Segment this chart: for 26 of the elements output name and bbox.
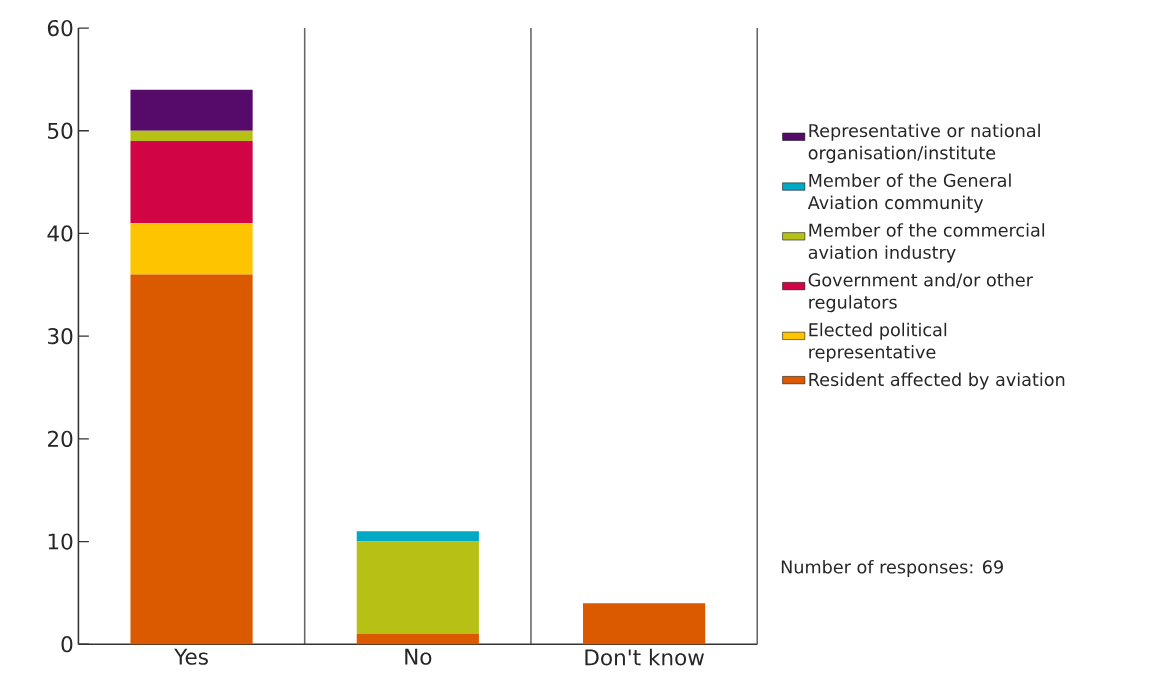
bar [356,531,479,542]
y-tick-label: 10 [48,533,73,550]
text: Number of responses: 69 [781,559,1003,577]
bar [130,140,253,223]
bar [130,130,253,141]
bar [130,89,253,131]
y-tick-label: 40 [47,225,73,242]
x-tick-label: Don't know [585,648,704,666]
bar [583,602,706,645]
bar [356,541,479,634]
y-tick-label: 0 [61,635,73,653]
y-tick-label: 60 [47,19,73,37]
y-tick-label: 30 [48,327,73,345]
legend-label: Government and/or other regulators [808,272,1033,313]
legend-label: Member of the General Aviation community [807,173,1011,213]
y-tick-label: 50 [48,122,73,139]
bar [130,222,253,275]
legend-label: Member of the commercial aviation industry [808,222,1045,263]
legend-label: Resident affected by aviation [809,372,1065,390]
bar [356,633,479,645]
y-tick-label: 20 [47,430,73,447]
legend-label: Representative or national organisation/institute [808,123,1040,163]
x-tick-label: Yes [174,648,208,665]
x-tick-label: No [405,648,432,665]
legend-label: Elected political representative [809,322,947,362]
bar [130,274,253,645]
